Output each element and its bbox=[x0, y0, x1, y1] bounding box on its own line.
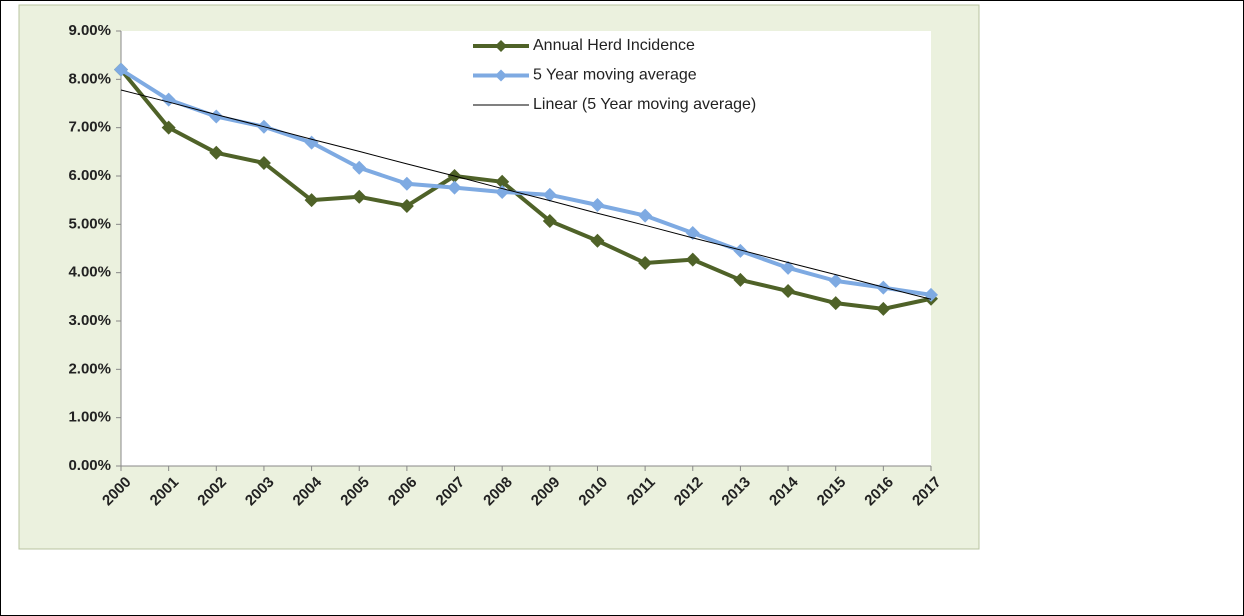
point-marker bbox=[590, 233, 605, 248]
y-tick-label: 4.00% bbox=[68, 264, 111, 281]
point-marker bbox=[209, 109, 224, 124]
y-tick-label: 1.00% bbox=[68, 409, 111, 426]
point-marker bbox=[256, 155, 271, 170]
point-marker bbox=[495, 174, 510, 189]
series-line bbox=[119, 68, 932, 311]
point-marker bbox=[828, 296, 843, 311]
y-tick-label: 0.00% bbox=[68, 457, 111, 474]
point-marker bbox=[781, 260, 796, 275]
point-marker bbox=[542, 213, 557, 228]
y-tick-label: 8.00% bbox=[68, 70, 111, 87]
y-tick-label: 2.00% bbox=[68, 360, 111, 377]
plot-area bbox=[121, 31, 931, 466]
point-marker bbox=[638, 208, 653, 223]
legend-label: Linear (5 Year moving average) bbox=[533, 96, 756, 113]
point-marker bbox=[399, 198, 414, 213]
legend-marker bbox=[495, 40, 507, 52]
point-marker bbox=[733, 243, 748, 258]
point-marker bbox=[685, 252, 700, 267]
y-tick-label: 5.00% bbox=[68, 215, 111, 232]
point-marker bbox=[161, 120, 176, 135]
point-marker bbox=[304, 193, 319, 208]
legend-marker bbox=[495, 69, 507, 82]
point-marker bbox=[495, 184, 510, 199]
legend-label: Annual Herd Incidence bbox=[533, 37, 695, 54]
point-marker bbox=[733, 272, 748, 287]
point-marker bbox=[304, 135, 319, 150]
point-marker bbox=[447, 180, 462, 195]
series-line bbox=[120, 89, 932, 300]
point-marker bbox=[352, 160, 367, 175]
point-marker bbox=[781, 284, 796, 299]
point-marker bbox=[876, 301, 891, 316]
y-tick-label: 9.00% bbox=[68, 22, 111, 39]
y-tick-label: 3.00% bbox=[68, 312, 111, 329]
point-marker bbox=[542, 187, 557, 202]
point-marker bbox=[399, 176, 414, 191]
point-marker bbox=[590, 198, 605, 212]
point-marker bbox=[209, 145, 224, 160]
y-tick-label: 7.00% bbox=[68, 119, 111, 136]
point-marker bbox=[638, 256, 653, 270]
point-marker bbox=[352, 189, 367, 204]
point-marker bbox=[828, 273, 843, 288]
point-marker bbox=[114, 62, 128, 77]
legend-label: 5 Year moving average bbox=[533, 67, 697, 84]
y-tick-label: 6.00% bbox=[68, 167, 111, 184]
